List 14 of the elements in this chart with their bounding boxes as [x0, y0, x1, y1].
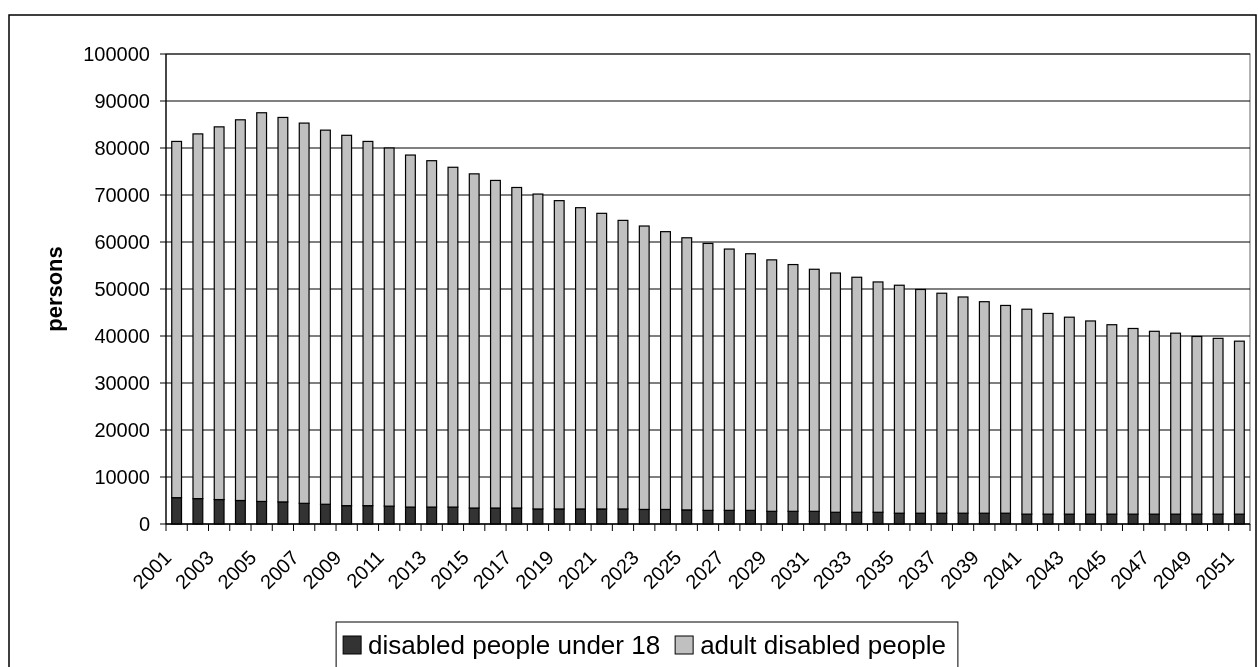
y-axis-title: persons [42, 246, 67, 332]
y-tick-label: 0 [138, 513, 150, 535]
y-tick-label: 20000 [94, 419, 150, 441]
y-tick-label: 10000 [94, 466, 150, 488]
legend-label: adult disabled people [700, 630, 946, 661]
y-tick-label: 40000 [94, 325, 150, 347]
y-tick-label: 80000 [94, 137, 150, 159]
y-tick-label: 70000 [94, 184, 150, 206]
y-tick-label: 60000 [94, 231, 150, 253]
y-tick-label: 50000 [94, 278, 150, 300]
legend-label: disabled people under 18 [368, 630, 661, 661]
y-tick-label: 30000 [94, 372, 150, 394]
y-tick-label: 100000 [83, 43, 150, 65]
y-tick-label: 90000 [94, 90, 150, 112]
